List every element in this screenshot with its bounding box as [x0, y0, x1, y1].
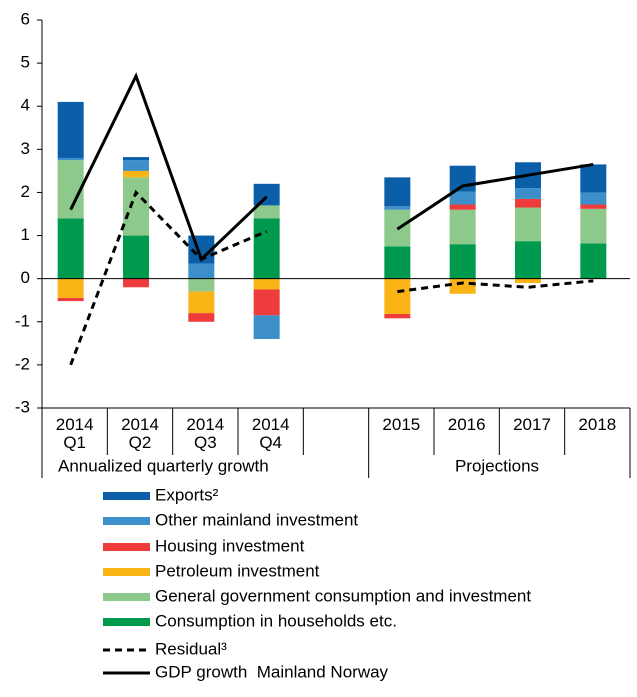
- legend-label: Other mainland investment: [155, 510, 358, 529]
- bar-segment: [384, 177, 411, 207]
- y-tick-label: 5: [21, 53, 30, 72]
- bar-segment: [123, 235, 149, 279]
- bar-segment: [449, 191, 476, 205]
- bar-segment: [123, 157, 149, 161]
- legend-label: Housing investment: [155, 536, 305, 555]
- y-tick-label: -1: [15, 311, 30, 330]
- x-tick-label: 2014 Q2: [121, 415, 159, 452]
- legend-swatch: [103, 517, 150, 525]
- x-tick-label: 2015: [382, 415, 421, 434]
- line-series: [396, 162, 594, 231]
- bar-segment: [449, 278, 476, 294]
- group-label: Projections: [455, 456, 539, 475]
- bar-segment: [384, 314, 411, 319]
- bar-segment: [57, 157, 84, 161]
- bar-segment: [253, 315, 280, 340]
- bar-segment: [188, 278, 215, 292]
- y-tick-label: 1: [21, 225, 30, 244]
- bar-segment: [188, 263, 215, 279]
- x-tick-label: 2014 Q4: [251, 415, 290, 452]
- bar-segment: [580, 164, 607, 193]
- legend-swatch: [103, 568, 150, 576]
- y-tick-label: -2: [15, 354, 30, 373]
- x-tick-label: 2014 Q1: [55, 415, 94, 452]
- bar-segment: [253, 205, 280, 219]
- bar-segment: [123, 160, 149, 171]
- line-series: [69, 72, 268, 262]
- bar-segment: [515, 188, 541, 199]
- bar-segment: [123, 170, 149, 178]
- bar-segment: [123, 278, 149, 288]
- y-tick-label: 6: [21, 9, 30, 28]
- y-tick-label: 2: [21, 182, 30, 201]
- bar-segment: [515, 241, 541, 279]
- legend-label: Consumption in households etc.: [155, 611, 397, 630]
- y-tick-label: 4: [21, 96, 30, 115]
- y-tick-label: 3: [21, 139, 30, 158]
- bar-segment: [580, 192, 607, 205]
- line-series: [397, 279, 594, 294]
- legend-label: Petroleum investment: [155, 561, 320, 580]
- bar-segment: [384, 206, 411, 210]
- line-series: [69, 189, 268, 366]
- legend-label: Residual³: [155, 639, 227, 658]
- bar-segment: [57, 298, 84, 302]
- y-tick-label: 0: [21, 268, 30, 287]
- group-label: Annualized quarterly growth: [58, 456, 269, 475]
- bar-segment: [57, 278, 84, 299]
- bar-segment: [449, 244, 476, 279]
- bar-segment: [253, 278, 280, 290]
- legend-swatch: [103, 618, 150, 626]
- bar-segment: [188, 291, 215, 314]
- bar-segment: [580, 208, 607, 244]
- legend-swatch: [103, 543, 150, 551]
- legend-label: General government consumption and inves…: [155, 586, 531, 605]
- bar-segment: [384, 278, 411, 315]
- bar-segment: [253, 183, 280, 206]
- bar-segment: [384, 246, 411, 279]
- bar-segment: [188, 313, 215, 322]
- bar-segment: [449, 209, 476, 245]
- bar-segment: [57, 101, 84, 158]
- bar-segment: [123, 177, 149, 236]
- bar-segment: [253, 289, 280, 316]
- y-tick-label: -3: [15, 397, 30, 416]
- legend-label: Exports²: [155, 485, 219, 504]
- bar-segment: [580, 243, 607, 279]
- legend-label: GDP growth Mainland Norway: [155, 662, 389, 681]
- bar-segment: [580, 204, 607, 209]
- bar-segment: [449, 204, 476, 210]
- bar-segment: [515, 278, 541, 283]
- bar-segment: [515, 198, 541, 208]
- x-tick-label: 2018: [578, 415, 617, 434]
- bar-segment: [253, 218, 280, 279]
- bar-segment: [515, 207, 541, 242]
- x-tick-label: 2014 Q3: [186, 415, 225, 452]
- bar-segment: [57, 218, 84, 279]
- x-tick-label: 2016: [447, 415, 486, 434]
- x-tick-label: 2017: [513, 415, 551, 434]
- legend-swatch: [103, 492, 150, 500]
- legend-swatch: [103, 593, 150, 601]
